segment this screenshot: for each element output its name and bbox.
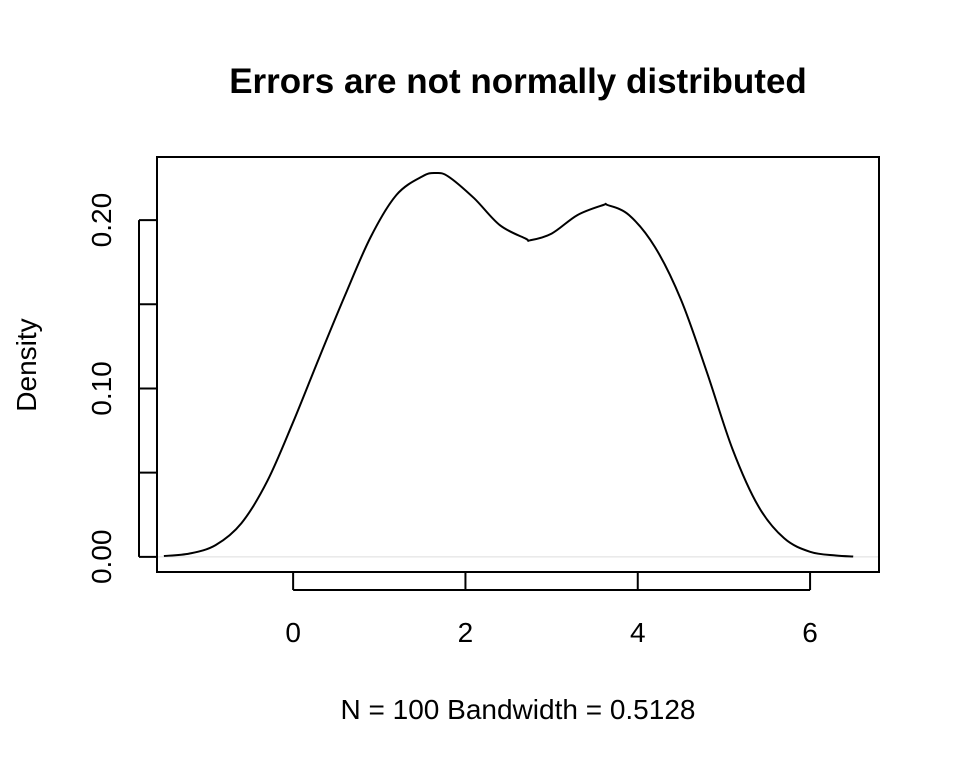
- x-tick-label: 6: [802, 617, 818, 648]
- chart-title: Errors are not normally distributed: [229, 62, 807, 101]
- x-axis: 0 2 4 6: [285, 572, 818, 648]
- y-axis-label: Density: [11, 318, 42, 411]
- y-axis: 0.00 0.10 0.20: [86, 193, 157, 584]
- density-curve: [163, 171, 854, 558]
- x-tick-label: 2: [458, 617, 474, 648]
- x-axis-label: N = 100 Bandwidth = 0.5128: [341, 694, 696, 725]
- y-tick-label: 0.00: [86, 530, 117, 585]
- x-tick-label: 0: [285, 617, 301, 648]
- y-tick-label: 0.20: [86, 193, 117, 248]
- y-tick-label: 0.10: [86, 361, 117, 416]
- x-tick-label: 4: [630, 617, 646, 648]
- plot-frame: [156, 156, 880, 573]
